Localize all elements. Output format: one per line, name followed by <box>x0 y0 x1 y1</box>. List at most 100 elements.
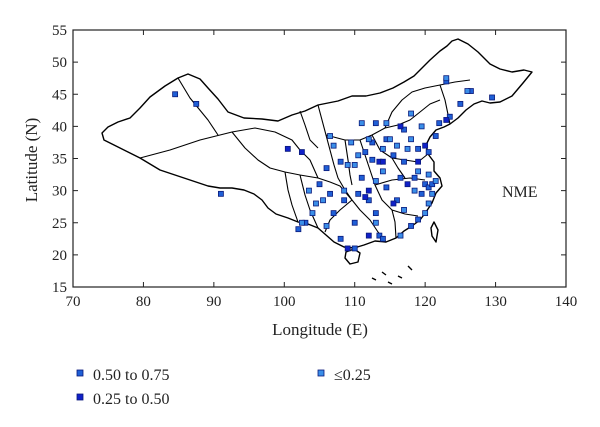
station-marker <box>387 136 393 143</box>
station-marker <box>397 123 404 130</box>
station-marker <box>365 187 372 194</box>
station-marker <box>379 158 386 165</box>
station-marker <box>390 200 397 207</box>
station-marker <box>341 187 348 194</box>
station-marker <box>390 152 397 159</box>
x-tick-label: 110 <box>344 294 366 310</box>
station-marker <box>404 181 411 188</box>
legend-swatch <box>76 393 84 401</box>
y-axis-ticks: 15 20 25 30 35 40 45 50 55 <box>52 23 566 296</box>
station-marker <box>446 113 453 120</box>
station-marker <box>358 174 365 181</box>
station-marker <box>394 197 400 204</box>
legend-item-1: 0.25 to 0.50 <box>76 391 169 408</box>
x-tick-label: 140 <box>555 294 578 310</box>
x-tick-label: 80 <box>136 294 151 310</box>
station-marker <box>362 149 369 155</box>
station-marker <box>418 123 425 130</box>
station-marker <box>330 142 337 149</box>
x-tick-label: 70 <box>66 294 81 310</box>
station-marker <box>337 158 344 165</box>
y-tick-label: 30 <box>52 184 67 200</box>
station-marker <box>425 171 432 178</box>
station-marker <box>355 152 362 159</box>
station-marker <box>397 232 404 239</box>
station-marker <box>327 190 333 197</box>
station-marker <box>425 149 432 155</box>
station-marker <box>422 181 429 188</box>
x-tick-label: 90 <box>206 294 221 310</box>
legend-swatch <box>317 369 325 377</box>
south-sea-islands <box>371 265 413 285</box>
y-tick-label: 20 <box>52 248 67 264</box>
x-tick-label: 100 <box>273 294 296 310</box>
station-marker <box>432 178 439 184</box>
station-marker <box>313 200 319 207</box>
y-tick-label: 15 <box>52 280 67 296</box>
station-marker <box>372 210 379 217</box>
y-tick-label: 50 <box>52 55 67 71</box>
station-marker <box>425 184 432 191</box>
y-axis-title: Latitude (N) <box>22 118 41 203</box>
station-marker <box>365 232 372 239</box>
station-marker <box>429 190 436 197</box>
station-marker <box>358 120 365 127</box>
station-marker <box>401 126 407 133</box>
station-marker <box>337 235 344 242</box>
y-tick-label: 25 <box>52 216 67 232</box>
station-marker <box>443 75 450 82</box>
station-marker <box>372 219 379 226</box>
legend-item-2: ≤0.25 <box>317 367 371 384</box>
legend: 0.50 to 0.75 0.25 to 0.50 ≤0.25 <box>76 367 371 408</box>
legend-label: 0.50 to 0.75 <box>93 367 169 384</box>
station-marker <box>443 117 450 123</box>
station-marker <box>383 184 390 191</box>
station-marker <box>298 149 305 155</box>
y-tick-label: 55 <box>52 23 67 39</box>
station-marker <box>362 194 369 200</box>
station-marker <box>341 197 348 204</box>
station-marker <box>217 190 224 197</box>
station-marker <box>436 120 443 127</box>
station-marker <box>365 136 372 143</box>
station-marker <box>401 158 407 165</box>
china-outline <box>101 38 533 285</box>
station-marker <box>365 197 372 204</box>
station-marker <box>415 145 422 152</box>
station-marker <box>320 197 326 204</box>
station-marker <box>429 181 436 188</box>
station-marker <box>379 168 386 175</box>
station-marker <box>397 174 404 181</box>
station-marker <box>355 190 362 197</box>
legend-swatch <box>76 369 84 377</box>
legend-label: ≤0.25 <box>334 367 371 384</box>
x-axis-title: Longitude (E) <box>272 320 368 339</box>
station-marker <box>422 142 429 149</box>
station-marker <box>193 100 200 107</box>
station-marker <box>351 162 358 168</box>
station-marker <box>411 187 418 194</box>
national-border <box>101 38 533 249</box>
station-marker <box>369 139 376 146</box>
station-marker <box>379 145 386 152</box>
station-marker <box>316 181 323 188</box>
station-marker <box>415 168 422 175</box>
station-marker <box>464 88 471 94</box>
station-marker <box>372 120 379 127</box>
plot-frame <box>72 29 567 288</box>
station-marker <box>408 110 414 117</box>
y-tick-label: 40 <box>52 119 67 135</box>
station-marker <box>489 94 495 101</box>
station-marker <box>351 219 358 226</box>
station-marker <box>432 133 439 139</box>
station-marker <box>323 223 330 229</box>
station-marker <box>298 219 305 226</box>
station-marker <box>457 100 464 107</box>
station-marker <box>401 206 407 213</box>
station-marker <box>344 245 351 252</box>
station-marker <box>415 158 422 165</box>
station-markers <box>172 75 495 252</box>
station-marker <box>379 235 386 242</box>
station-marker <box>415 216 422 223</box>
